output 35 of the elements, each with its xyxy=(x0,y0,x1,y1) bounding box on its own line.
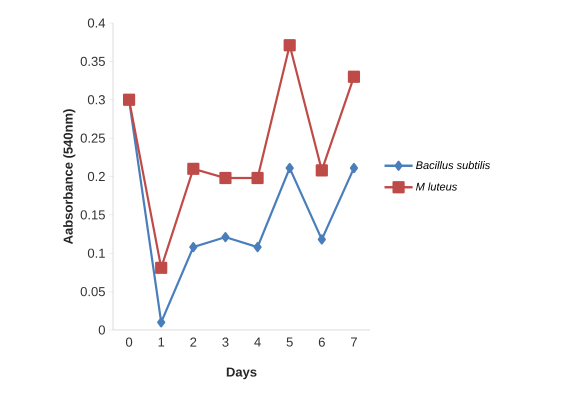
point xyxy=(348,70,360,83)
point xyxy=(157,317,166,328)
legend-label: M luteus xyxy=(416,182,458,191)
point xyxy=(350,162,358,174)
x-tick-label: 2 xyxy=(190,338,196,347)
x-tick-label: 4 xyxy=(254,338,261,346)
y-tick-label: 0.05 xyxy=(80,287,105,296)
point xyxy=(221,232,230,242)
y-tick-label: 0.3 xyxy=(88,95,105,104)
x-tick-label: 5 xyxy=(286,338,293,347)
point xyxy=(286,162,294,174)
point xyxy=(253,242,262,252)
point xyxy=(219,172,232,184)
x-tick-label: 6 xyxy=(318,338,325,347)
point xyxy=(189,242,198,252)
y-tick-label: 0 xyxy=(98,325,105,335)
point xyxy=(187,162,200,175)
point xyxy=(155,262,168,274)
x-tick-label: 7 xyxy=(350,338,357,346)
y-tick-label: 0.15 xyxy=(80,210,105,220)
legend-label: Bacillus subtilis xyxy=(416,161,490,170)
x-axis-title: Days xyxy=(226,368,257,380)
y-axis-title: Aabsorbance (540nm) xyxy=(63,109,76,244)
point xyxy=(318,234,326,245)
y-tick-label: 0.4 xyxy=(88,18,106,28)
x-tick-label: 0 xyxy=(126,338,132,347)
point xyxy=(316,164,328,176)
y-tick-label: 0.35 xyxy=(80,56,105,66)
y-tick-label: 0.2 xyxy=(88,172,105,182)
x-tick-label: 1 xyxy=(158,338,164,346)
x-tick-label: 3 xyxy=(222,338,228,347)
point xyxy=(251,172,264,184)
y-tick-label: 0.1 xyxy=(88,248,105,258)
y-tick-label: 0.25 xyxy=(80,134,105,143)
point xyxy=(284,39,296,52)
